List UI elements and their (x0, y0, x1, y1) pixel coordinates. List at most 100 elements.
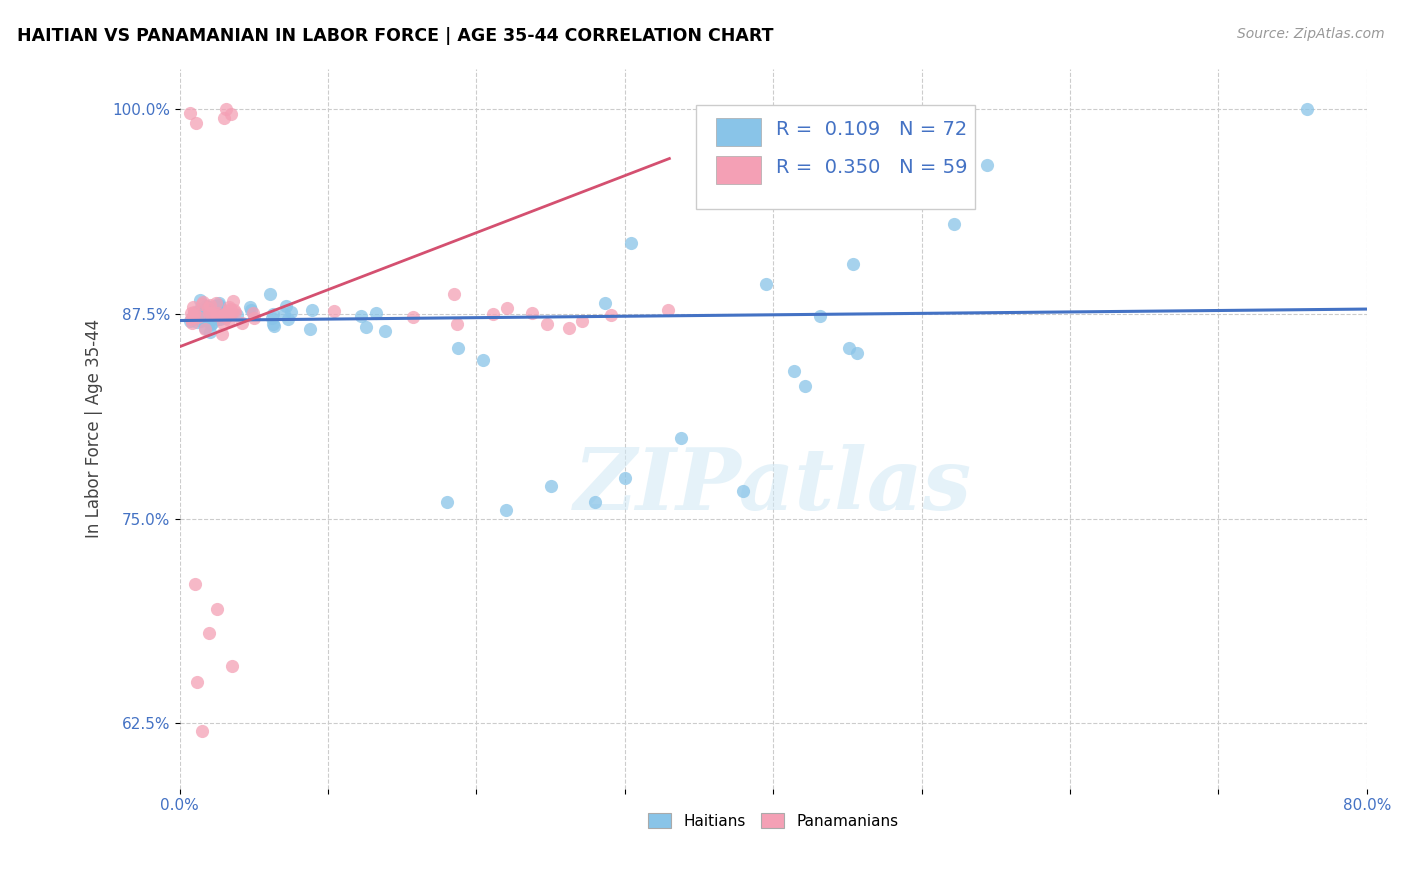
Point (193, 306, 215, 320)
Point (205, 308, 228, 322)
Point (808, 309, 831, 323)
Point (200, 325, 222, 339)
Point (208, 312, 231, 326)
Point (219, 107, 242, 121)
Point (205, 601, 228, 615)
Point (218, 301, 240, 315)
Point (733, 484, 755, 499)
Point (198, 626, 221, 640)
Point (205, 296, 228, 310)
Text: R =  0.109   N = 72: R = 0.109 N = 72 (776, 120, 967, 139)
Point (447, 341, 470, 355)
Point (186, 315, 208, 329)
Point (277, 311, 299, 326)
Point (183, 305, 205, 319)
Point (583, 495, 606, 509)
Text: HAITIAN VS PANAMANIAN IN LABOR FORCE | AGE 35-44 CORRELATION CHART: HAITIAN VS PANAMANIAN IN LABOR FORCE | A… (17, 27, 773, 45)
Point (273, 307, 295, 321)
Point (207, 306, 229, 320)
Text: R =  0.350   N = 59: R = 0.350 N = 59 (776, 159, 967, 178)
Point (263, 318, 285, 333)
Point (181, 300, 204, 314)
Point (540, 479, 562, 493)
Point (217, 304, 239, 318)
Point (186, 305, 208, 319)
Point (571, 314, 593, 328)
Point (197, 301, 219, 315)
Bar (716, 119, 762, 145)
Point (193, 311, 215, 326)
Point (207, 309, 229, 323)
Point (194, 321, 217, 335)
Point (215, 309, 238, 323)
Point (214, 311, 236, 326)
Point (214, 103, 236, 117)
Point (208, 300, 231, 314)
Point (208, 309, 231, 323)
Point (190, 314, 212, 328)
Point (520, 305, 543, 319)
Point (231, 316, 253, 330)
Point (402, 310, 425, 324)
Point (197, 315, 219, 329)
Point (180, 311, 202, 326)
Point (180, 306, 202, 320)
Point (274, 299, 297, 313)
Point (262, 311, 284, 326)
Point (794, 378, 817, 392)
FancyBboxPatch shape (696, 104, 976, 209)
Point (188, 301, 211, 316)
Point (953, 186, 976, 201)
Point (226, 309, 249, 323)
Point (620, 235, 643, 250)
Point (200, 312, 222, 326)
Point (219, 307, 242, 321)
Point (224, 305, 246, 319)
Point (322, 303, 344, 318)
Point (239, 300, 262, 314)
Point (495, 301, 517, 316)
Point (536, 317, 558, 331)
Point (204, 306, 226, 320)
Point (212, 111, 235, 125)
Point (218, 302, 240, 317)
Point (194, 299, 217, 313)
Point (1296, 103, 1319, 117)
Point (218, 312, 240, 326)
Point (191, 294, 214, 309)
Point (212, 316, 235, 330)
Point (187, 310, 209, 325)
Legend: Haitians, Panamanians: Haitians, Panamanians (643, 806, 904, 835)
Point (194, 301, 217, 316)
Point (205, 308, 228, 322)
Point (446, 318, 468, 332)
Point (280, 305, 302, 319)
Point (183, 307, 205, 321)
Point (481, 307, 503, 321)
Point (224, 302, 246, 317)
Point (595, 295, 617, 310)
Point (846, 345, 869, 359)
Point (201, 316, 224, 330)
Point (179, 314, 201, 328)
Point (184, 115, 207, 129)
Point (215, 306, 238, 320)
Point (374, 324, 396, 338)
Point (239, 302, 262, 317)
Point (366, 305, 388, 319)
Text: ZIPatlas: ZIPatlas (574, 444, 973, 528)
Point (782, 363, 804, 377)
Point (298, 322, 321, 336)
Point (755, 277, 778, 292)
Point (184, 308, 207, 322)
Point (471, 353, 494, 368)
Point (350, 309, 373, 323)
Point (495, 503, 517, 517)
Point (188, 293, 211, 308)
Point (198, 298, 221, 312)
Point (443, 286, 465, 301)
Point (207, 312, 229, 326)
Point (221, 658, 243, 673)
Point (838, 341, 860, 355)
Point (259, 287, 281, 301)
